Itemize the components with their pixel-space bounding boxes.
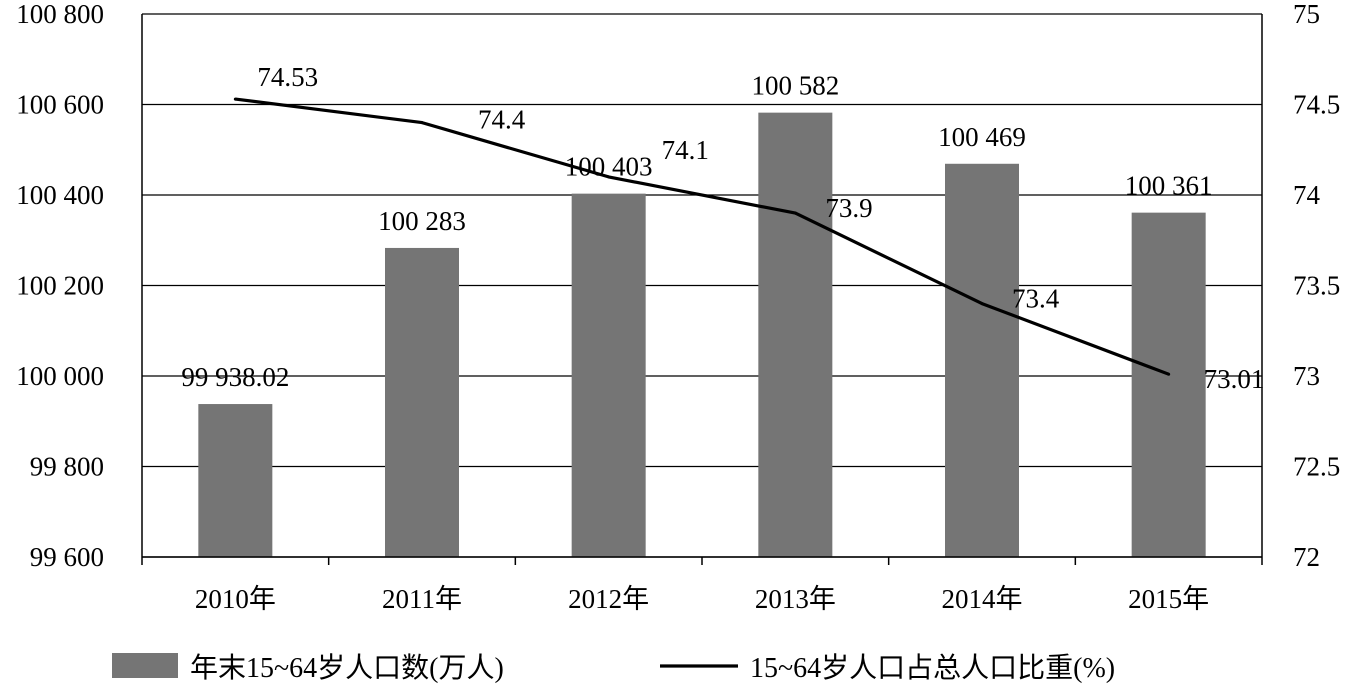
bar-data-label: 100 403 bbox=[565, 152, 653, 182]
legend-label-bar: 年末15~64岁人口数(万人) bbox=[190, 652, 504, 684]
y-right-tick-label: 73.5 bbox=[1293, 271, 1340, 301]
line-data-label: 74.4 bbox=[478, 105, 526, 135]
y-left-tick-label: 99 800 bbox=[30, 452, 104, 482]
bar-data-label: 100 582 bbox=[751, 71, 839, 101]
line-point bbox=[420, 121, 424, 125]
y-left-tick-label: 99 600 bbox=[30, 542, 104, 572]
y-left-tick-label: 100 000 bbox=[16, 361, 104, 391]
line-data-label: 73.4 bbox=[1012, 284, 1060, 314]
line-data-label: 73.01 bbox=[1204, 364, 1265, 394]
x-tick-label: 2012年 bbox=[568, 584, 649, 614]
bar bbox=[385, 247, 459, 557]
legend-label-line: 15~64岁人口占总人口比重(%) bbox=[750, 652, 1115, 684]
data-labels: 99 938.02 100 283 100 403 100 582 100 469 100… bbox=[181, 62, 1264, 394]
axes: 99 600 99 800 100 000 100 200 100 400 100 600… bbox=[16, 0, 1340, 614]
line-point bbox=[233, 97, 237, 101]
y-left-tick-label: 100 200 bbox=[16, 271, 104, 301]
x-tick-label: 2011年 bbox=[382, 584, 462, 614]
line-data-label: 74.53 bbox=[257, 62, 318, 92]
y-right-tick-label: 73 bbox=[1293, 361, 1320, 391]
y-right-tick-label: 75 bbox=[1293, 0, 1320, 29]
bar bbox=[945, 163, 1019, 557]
line-series-path bbox=[235, 97, 1170, 376]
bar-data-label: 100 469 bbox=[938, 122, 1026, 152]
bar-data-label: 100 361 bbox=[1125, 171, 1213, 201]
x-tick-label: 2010年 bbox=[195, 584, 276, 614]
gridlines bbox=[142, 13, 1262, 558]
bar-series bbox=[198, 112, 1206, 558]
y-right-tick-label: 72.5 bbox=[1293, 452, 1340, 482]
line-point bbox=[793, 211, 797, 215]
y-left-tick-label: 100 600 bbox=[16, 90, 104, 120]
bar bbox=[758, 112, 833, 558]
line-point bbox=[1167, 372, 1171, 376]
bar-data-label: 100 283 bbox=[378, 206, 466, 236]
x-tick-label: 2014年 bbox=[942, 584, 1023, 614]
line-series bbox=[233, 97, 1171, 376]
y-right-tick-label: 74 bbox=[1293, 180, 1321, 210]
bar bbox=[198, 404, 273, 557]
x-tick-label: 2013年 bbox=[755, 584, 836, 614]
bar bbox=[1131, 212, 1206, 557]
legend: 年末15~64岁人口数(万人) 15~64岁人口占总人口比重(%) bbox=[112, 652, 1115, 684]
y-left-tick-label: 100 800 bbox=[16, 0, 104, 29]
bar bbox=[571, 193, 646, 557]
y-right-tick-label: 74.5 bbox=[1293, 90, 1340, 120]
line-data-label: 74.1 bbox=[662, 135, 709, 165]
x-tick-label: 2015年 bbox=[1128, 584, 1209, 614]
y-right-tick-label: 72 bbox=[1293, 542, 1320, 572]
line-point bbox=[980, 302, 984, 306]
bar-data-label: 99 938.02 bbox=[181, 362, 289, 392]
y-left-tick-label: 100 400 bbox=[16, 180, 104, 210]
legend-swatch-bar bbox=[112, 653, 178, 678]
line-point bbox=[607, 175, 611, 179]
line-data-label: 73.9 bbox=[825, 193, 872, 223]
